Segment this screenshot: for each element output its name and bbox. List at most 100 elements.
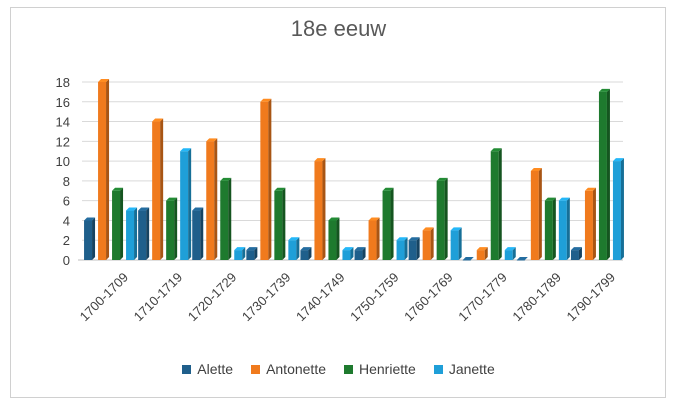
bar-face — [328, 220, 337, 260]
bar-alette — [354, 247, 366, 260]
x-tick-label: 1710-1719 — [131, 270, 186, 325]
bar-face — [354, 250, 363, 260]
bar-top — [138, 207, 150, 211]
bar-top — [396, 237, 408, 241]
bar-face — [462, 260, 471, 261]
y-tick-label: 10 — [56, 154, 70, 169]
bar-side — [350, 247, 354, 260]
legend-item-alette: Alette — [182, 361, 233, 377]
bar-top — [300, 247, 312, 251]
bar-top — [382, 187, 394, 191]
bar-henriette — [274, 187, 286, 260]
bar-face — [408, 240, 417, 260]
bar-alette — [462, 257, 474, 261]
bar-top — [314, 158, 326, 162]
x-tick-label: 1720-1729 — [185, 270, 240, 325]
bar-top — [234, 247, 246, 251]
x-tick-label: 1740-1749 — [293, 270, 348, 325]
bar-henriette — [166, 197, 178, 260]
bar-henriette — [598, 88, 610, 260]
bar-face — [138, 210, 147, 260]
bar-henriette — [544, 197, 556, 260]
bar-face — [558, 200, 567, 260]
bar-side — [322, 158, 326, 260]
y-tick-label: 0 — [63, 253, 70, 268]
bar-henriette — [436, 177, 448, 260]
bar-side — [106, 79, 110, 260]
legend-item-antonette: Antonette — [251, 361, 326, 377]
bar-antonette — [530, 168, 542, 260]
bar-face — [260, 101, 269, 261]
bar-face — [112, 190, 121, 260]
bar-top — [558, 197, 570, 201]
bar-henriette — [220, 177, 232, 260]
legend-swatch — [344, 364, 353, 374]
x-tick-label: 1790-1799 — [564, 270, 619, 325]
bar-top — [180, 148, 192, 152]
bar-side — [566, 197, 570, 260]
bar-top — [246, 247, 258, 251]
bar-face — [612, 161, 621, 260]
bar-side — [430, 227, 434, 260]
bar-face — [342, 250, 351, 260]
bar-face — [300, 250, 309, 260]
bar-top — [476, 247, 488, 251]
bar-face — [84, 220, 93, 260]
legend-swatch — [182, 364, 192, 374]
bar-top — [598, 88, 610, 92]
bar-top — [504, 247, 516, 251]
bar-antonette — [206, 138, 218, 260]
bar-face — [152, 121, 161, 260]
bar-face — [422, 230, 431, 260]
bar-side — [606, 88, 610, 260]
bar-side — [578, 247, 582, 260]
bar-top — [544, 197, 556, 201]
bar-side — [228, 177, 232, 260]
bar-side — [134, 207, 138, 260]
bar-face — [206, 141, 215, 260]
chart-legend: Alette Antonette Henriette Janette — [0, 361, 677, 377]
bar-janette — [234, 247, 246, 260]
chart-title: 18e eeuw — [290, 16, 387, 41]
bar-top — [584, 187, 596, 191]
bar-henriette — [328, 217, 340, 260]
bar-top — [166, 197, 178, 201]
bar-face — [288, 240, 297, 260]
bar-face — [126, 210, 135, 260]
bar-top — [126, 207, 138, 211]
bar-janette — [612, 158, 624, 260]
bar-alette — [84, 217, 96, 260]
bar-top — [328, 217, 340, 221]
bar-janette — [504, 247, 516, 260]
bar-alette — [570, 247, 582, 260]
bar-side — [552, 197, 556, 260]
bar-antonette — [260, 98, 272, 261]
bar-top — [274, 187, 286, 191]
bar-side — [92, 217, 96, 260]
bar-henriette — [490, 148, 502, 260]
legend-swatch — [433, 364, 443, 374]
bar-side — [336, 217, 340, 260]
bar-top — [84, 217, 96, 221]
bar-top — [516, 257, 528, 260]
bar-face — [598, 91, 607, 260]
bar-top — [220, 177, 232, 181]
bar-side — [214, 138, 218, 260]
bar-face — [314, 161, 323, 260]
bar-top — [260, 98, 272, 102]
bar-top — [354, 247, 366, 251]
bar-side — [120, 187, 124, 260]
bar-alette — [192, 207, 204, 260]
bar-alette — [138, 207, 150, 260]
bar-side — [484, 247, 488, 260]
bar-side — [308, 247, 312, 260]
y-tick-label: 2 — [63, 233, 70, 248]
bar-janette — [342, 247, 354, 260]
legend-label: Alette — [197, 361, 234, 377]
legend-swatch — [251, 364, 261, 374]
bar-top — [612, 158, 624, 162]
bar-top — [98, 79, 110, 82]
legend-label: Henriette — [359, 361, 416, 377]
bar-side — [296, 237, 300, 260]
bar-alette — [408, 237, 420, 260]
